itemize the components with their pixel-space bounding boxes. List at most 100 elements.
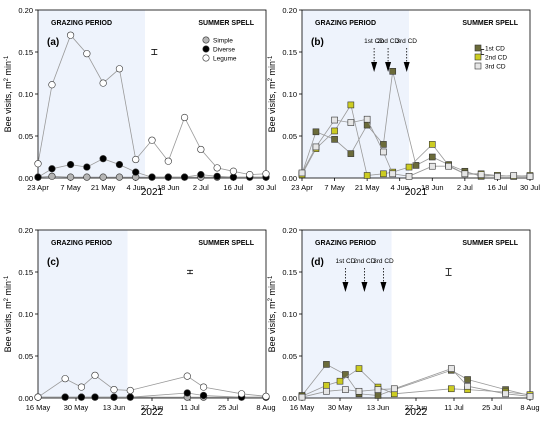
- data-point: [447, 365, 455, 372]
- data-point: [464, 376, 471, 383]
- data-point: [66, 160, 75, 169]
- data-point: [126, 393, 134, 401]
- legend-label: 1st CD: [485, 46, 505, 53]
- summer-spell-label: SUMMER SPELL: [198, 20, 254, 27]
- grazing-period-label: GRAZING PERIOD: [51, 240, 112, 247]
- data-point: [389, 68, 397, 75]
- data-point: [312, 143, 320, 151]
- cd-arrow-head: [380, 282, 387, 292]
- x-tick-label: 7 May: [60, 183, 81, 192]
- y-axis-label: Bee visits, m2 min-1: [267, 275, 277, 352]
- data-point: [91, 393, 99, 401]
- y-tick-label: 0.00: [18, 394, 33, 403]
- data-point: [48, 81, 56, 89]
- legend-marker: [474, 44, 482, 52]
- data-point: [148, 173, 156, 181]
- x-tick-label: 13 Jun: [367, 403, 390, 412]
- panel-d: GRAZING PERIOD SUMMER SPELL (d) 0.00 0.05 0.1…: [267, 226, 540, 418]
- x-tick-label: 30 May: [64, 403, 89, 412]
- data-point: [83, 173, 91, 181]
- x-tick-label: 7 May: [324, 183, 345, 192]
- data-point: [229, 167, 238, 175]
- x-tick-label: 23 Apr: [291, 183, 313, 192]
- summer-spell-label: SUMMER SPELL: [198, 240, 254, 247]
- x-tick-label: 21 May: [355, 183, 380, 192]
- x-tick-label: 25 Jul: [482, 403, 502, 412]
- y-tick-label: 0.20: [18, 6, 33, 15]
- series-line: [38, 392, 266, 398]
- legend-label: Legume: [213, 56, 237, 63]
- data-point: [110, 393, 118, 401]
- x-tick-label: 25 Jul: [218, 403, 238, 412]
- panel-b: GRAZING PERIOD SUMMER SPELL (b) 0.00 0.05 0.1…: [267, 6, 540, 198]
- x-tick-label: 16 May: [290, 403, 315, 412]
- y-tick-label: 0.20: [282, 6, 297, 15]
- grazing-period-shade: [302, 10, 410, 178]
- panel-c: GRAZING PERIOD SUMMER SPELL (c) 0.00 0.05 0.1…: [3, 226, 276, 418]
- x-tick-label: 27 Jun: [141, 403, 164, 412]
- data-point: [526, 173, 534, 180]
- data-point: [374, 392, 382, 399]
- y-tick-label: 0.20: [18, 226, 33, 235]
- data-point: [34, 393, 42, 401]
- data-point: [110, 386, 118, 394]
- y-tick-label: 0.00: [282, 174, 297, 183]
- x-tick-label: 30 Jul: [256, 183, 276, 192]
- data-point: [164, 173, 172, 181]
- data-point: [115, 173, 124, 181]
- data-point: [180, 113, 189, 122]
- data-point: [199, 383, 208, 391]
- data-point: [390, 385, 398, 393]
- data-point: [494, 173, 501, 180]
- cd-arrow-label: 1st CD: [335, 258, 355, 265]
- legend-marker: [202, 54, 210, 62]
- cd-arrow-label: 3rd CD: [373, 258, 394, 265]
- x-tick-label: 18 Jun: [421, 183, 444, 192]
- x-tick-label: 4 Jun: [391, 183, 409, 192]
- x-tick-label: 30 Jul: [520, 183, 540, 192]
- x-tick-label: 18 Jun: [157, 183, 180, 192]
- data-point: [213, 172, 221, 180]
- year-label: 2021: [405, 187, 428, 198]
- cd-arrow-label: 2nd CD: [353, 258, 375, 265]
- legend-marker: [202, 45, 210, 53]
- data-point: [363, 115, 371, 123]
- data-point: [115, 65, 124, 73]
- data-point: [99, 155, 107, 163]
- data-point: [347, 101, 355, 109]
- data-point: [323, 387, 330, 395]
- y-tick-label: 0.10: [18, 90, 33, 99]
- series-line: [301, 368, 531, 398]
- grazing-period-label: GRAZING PERIOD: [51, 20, 112, 27]
- legend-label: Diverse: [213, 47, 235, 54]
- y-tick-label: 0.15: [282, 268, 297, 277]
- data-point: [83, 50, 91, 58]
- data-point: [126, 386, 134, 395]
- data-point: [447, 385, 455, 393]
- data-point: [298, 393, 306, 401]
- data-point: [405, 163, 413, 171]
- data-point: [428, 153, 436, 161]
- panel-letter: (b): [311, 37, 324, 48]
- data-point: [298, 169, 306, 177]
- data-point: [83, 163, 91, 171]
- grazing-period-shade: [38, 10, 146, 178]
- y-tick-label: 0.05: [18, 132, 33, 141]
- data-point: [355, 387, 363, 395]
- data-point: [262, 392, 270, 400]
- legend-label: 3rd CD: [485, 64, 506, 71]
- x-tick-label: 21 May: [91, 183, 116, 192]
- data-point: [91, 371, 99, 379]
- data-point: [66, 173, 75, 181]
- series-line: [301, 368, 531, 397]
- panel-letter: (c): [47, 257, 59, 268]
- y-tick-label: 0.00: [18, 174, 33, 183]
- y-tick-label: 0.15: [18, 48, 33, 57]
- x-tick-label: 27 Jun: [405, 403, 428, 412]
- data-point: [412, 162, 420, 169]
- data-point: [477, 171, 485, 178]
- legend-marker: [474, 62, 482, 70]
- grazing-period-shade: [302, 230, 392, 398]
- cd-arrow-head: [385, 62, 392, 72]
- year-label: 2022: [405, 407, 428, 418]
